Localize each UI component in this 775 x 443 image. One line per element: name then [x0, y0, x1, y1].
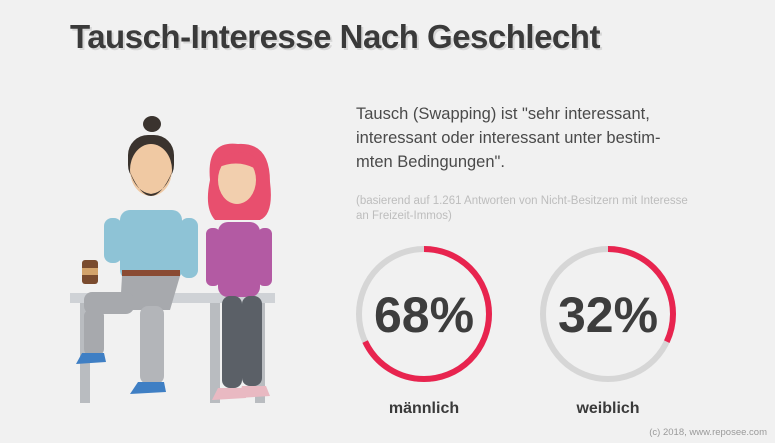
people-illustration: [70, 116, 275, 403]
donut-arc-maennlich: [356, 246, 492, 382]
label-weiblich: weiblich: [576, 400, 640, 417]
donut-maennlich: 68%: [354, 244, 494, 384]
percent-maennlich: 68%: [374, 287, 474, 343]
source-note: (basierend auf 1.261 Antworten von Nicht…: [356, 195, 688, 222]
chart-title: Tausch-Interesse Nach Geschlecht: [70, 18, 600, 55]
description-text: Tausch (Swapping) ist "sehr interessant,…: [356, 105, 661, 171]
donut-weiblich: 32%: [538, 244, 678, 384]
donut-arc-weiblich: [540, 246, 676, 382]
credit-text: (c) 2018, www.reposee.com: [649, 427, 767, 438]
label-maennlich: männlich: [388, 400, 460, 417]
percent-weiblich: 32%: [558, 287, 658, 343]
